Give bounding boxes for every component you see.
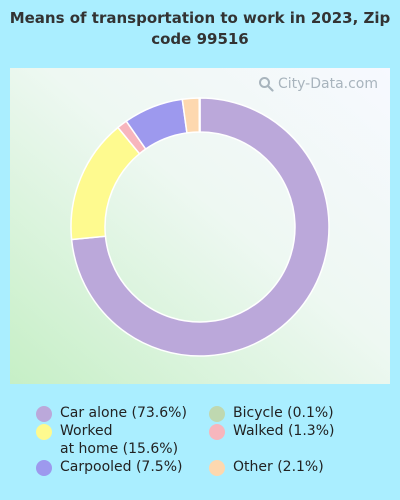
legend-label: Other (2.1%) [233, 459, 324, 475]
legend-label: Bicycle (0.1%) [233, 405, 334, 421]
slice-bicycle[interactable] [198, 97, 201, 133]
slice-car-alone[interactable] [70, 97, 330, 357]
legend-item-bicycle[interactable]: Bicycle (0.1%) [209, 404, 334, 422]
legend-swatch [36, 406, 52, 422]
legend-label: Worked at home (15.6%) [60, 423, 179, 457]
legend-label: Carpooled (7.5%) [60, 459, 183, 475]
legend-item-car-alone[interactable]: Car alone (73.6%) [36, 404, 187, 422]
donut-chart [70, 97, 330, 357]
legend-item-walked[interactable]: Walked (1.3%) [209, 422, 334, 440]
legend: Car alone (73.6%) Worked at home (15.6%) C… [0, 396, 400, 500]
slice-worked-at-home[interactable] [70, 126, 141, 241]
legend-label: Walked (1.3%) [233, 423, 335, 439]
chart-title: Means of transportation to work in 2023,… [9, 9, 391, 48]
legend-item-worked-at-home[interactable]: Worked at home (15.6%) [36, 422, 178, 458]
watermark-text: City-Data.com [277, 76, 378, 92]
legend-swatch [209, 424, 225, 440]
legend-item-other[interactable]: Other (2.1%) [209, 458, 324, 476]
legend-label: Car alone (73.6%) [60, 405, 187, 421]
legend-swatch [209, 406, 225, 422]
legend-swatch [36, 460, 52, 476]
legend-swatch [209, 460, 225, 476]
plot-area: City-Data.com [10, 68, 390, 384]
legend-item-carpooled[interactable]: Carpooled (7.5%) [36, 458, 182, 476]
watermark: City-Data.com [258, 76, 378, 92]
magnifier-icon [258, 77, 274, 92]
legend-swatch [36, 424, 52, 440]
